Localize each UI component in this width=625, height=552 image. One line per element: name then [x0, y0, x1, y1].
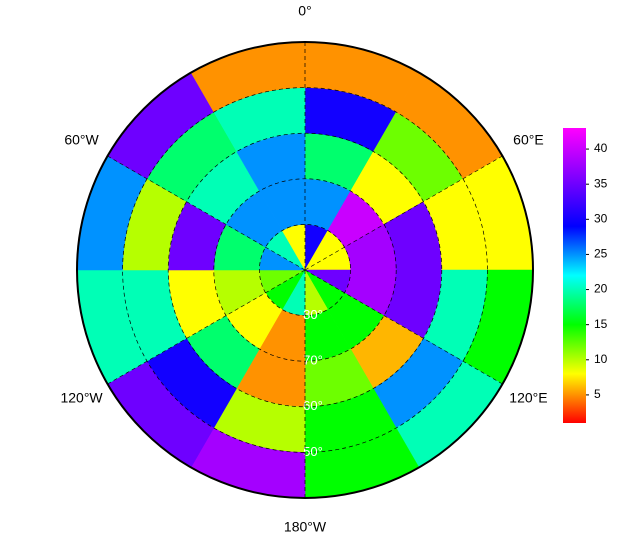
meridian-line: [107, 155, 306, 271]
latitude-label: 70°: [303, 353, 323, 368]
longitude-label: 180°W: [284, 519, 327, 535]
longitude-label: 120°E: [509, 390, 547, 406]
longitude-label: 120°W: [60, 390, 103, 406]
longitude-label: 0°: [298, 3, 311, 19]
meridian-line: [107, 269, 306, 385]
colorbar-label: 30: [594, 211, 608, 225]
meridian-line: [304, 269, 503, 385]
latitude-line: [122, 87, 488, 453]
colorbar-label: 40: [594, 141, 608, 155]
colorbar-label: 35: [594, 176, 608, 190]
longitude-label: 60°W: [64, 132, 99, 148]
colorbar-label: 25: [594, 247, 608, 261]
longitude-label: 60°E: [513, 132, 544, 148]
latitude-label: 80°: [303, 307, 323, 322]
colorbar: [563, 128, 586, 423]
latitude-label: 60°: [303, 398, 323, 413]
colorbar-label: 10: [594, 352, 608, 366]
latitude-label: 50°: [303, 444, 323, 459]
colorbar-label: 5: [594, 387, 601, 401]
map-border: [76, 41, 534, 499]
colorbar-label: 15: [594, 317, 608, 331]
meridian-line: [304, 155, 503, 271]
colorbar-label: 20: [594, 282, 608, 296]
